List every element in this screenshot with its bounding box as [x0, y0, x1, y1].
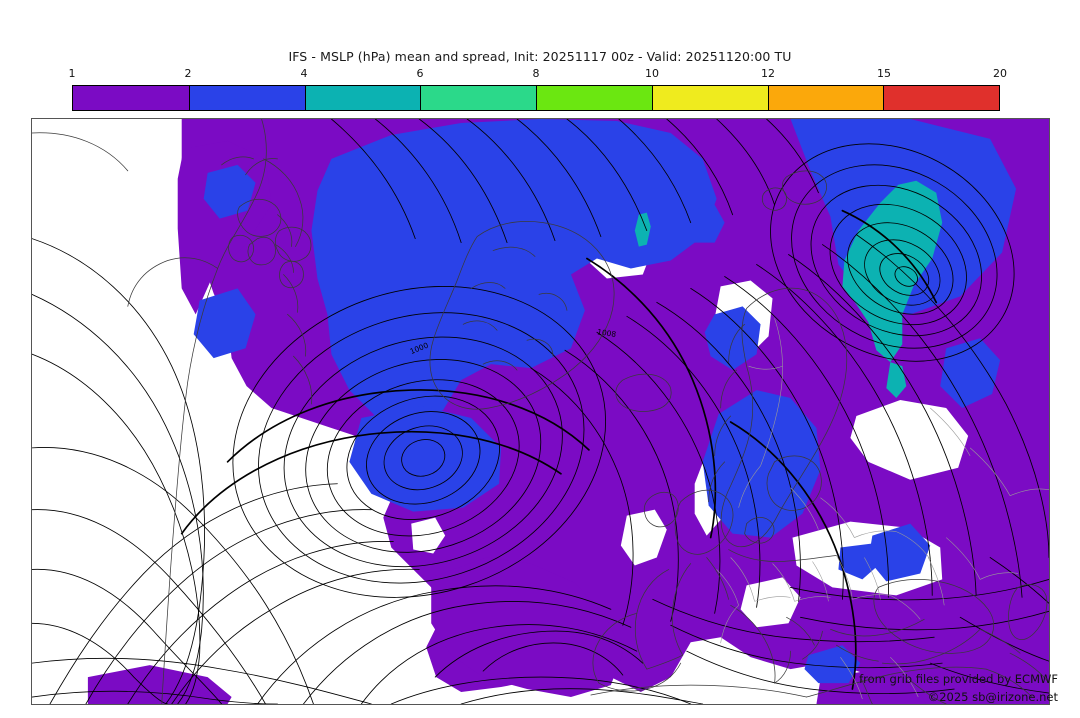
spread-band-2-4-iceland	[311, 119, 717, 424]
spread-band-4-6-barents	[842, 180, 943, 363]
colorbar-tick-2: 2	[184, 67, 192, 80]
map-canvas[interactable]: 1000 1008	[31, 118, 1050, 705]
credit-source: from grib files provided by ECMWF	[859, 672, 1058, 686]
colorbar-band-12-15	[767, 86, 884, 110]
spread-band-4-6-greenland	[634, 212, 651, 247]
colorbar-band-8-10	[536, 86, 652, 110]
colorbar-band-2-4	[188, 86, 305, 110]
spread-band-2-4-east1	[940, 338, 1001, 409]
isobar-label-1008: 1008	[597, 327, 617, 339]
colorbar-band-1-2	[73, 86, 189, 110]
credit-copyright: ©2025 sb@irizone.net	[927, 690, 1058, 704]
colorbar-tick-15: 15	[877, 67, 891, 80]
spread-band-4-6-barents-tail	[886, 362, 907, 399]
colorbar-tick-20: 20	[993, 67, 1007, 80]
page-title: IFS - MSLP (hPa) mean and spread, Init: …	[288, 49, 792, 64]
spread-band-2-4-caspian	[804, 645, 861, 684]
spread-band-1-2-sahara	[87, 665, 232, 704]
spread-band-2-4-east3	[838, 543, 881, 580]
colorbar: 1 2 4 6 8 10 12 15 20	[69, 67, 1007, 111]
isobar-layer	[32, 119, 1049, 704]
colorbar-band-10-12	[651, 86, 768, 110]
colorbar-band-4-6	[304, 86, 421, 110]
colorbar-tick-6: 6	[416, 67, 424, 80]
country-border-layer	[716, 318, 1049, 700]
colorbar-tick-8: 8	[532, 67, 540, 80]
map-plot: 1000 1008	[32, 119, 1049, 704]
spread-band-2-4-east2	[868, 523, 931, 582]
spread-hole-c	[620, 509, 667, 566]
colorbar-tick-10: 10	[645, 67, 659, 80]
colorbar-tick-1: 1	[68, 67, 76, 80]
spread-hole-d	[850, 400, 969, 480]
colorbar-band-15-20	[883, 86, 999, 110]
coastline-layer	[32, 119, 1049, 704]
spread-hole-f	[740, 577, 801, 628]
spread-band-2-4-midatl	[193, 288, 256, 359]
spread-band-2-4-arctic	[680, 204, 725, 243]
colorbar-tick-12: 12	[761, 67, 775, 80]
colorbar-band-6-8	[420, 86, 536, 110]
spread-band-2-4-canada	[203, 164, 256, 219]
colorbar-bands	[72, 85, 1000, 111]
spread-band-2-4-northsea	[704, 306, 761, 371]
colorbar-tick-4: 4	[300, 67, 308, 80]
spread-band-1-2-iberia	[431, 557, 623, 698]
spread-hole-h	[411, 517, 446, 554]
